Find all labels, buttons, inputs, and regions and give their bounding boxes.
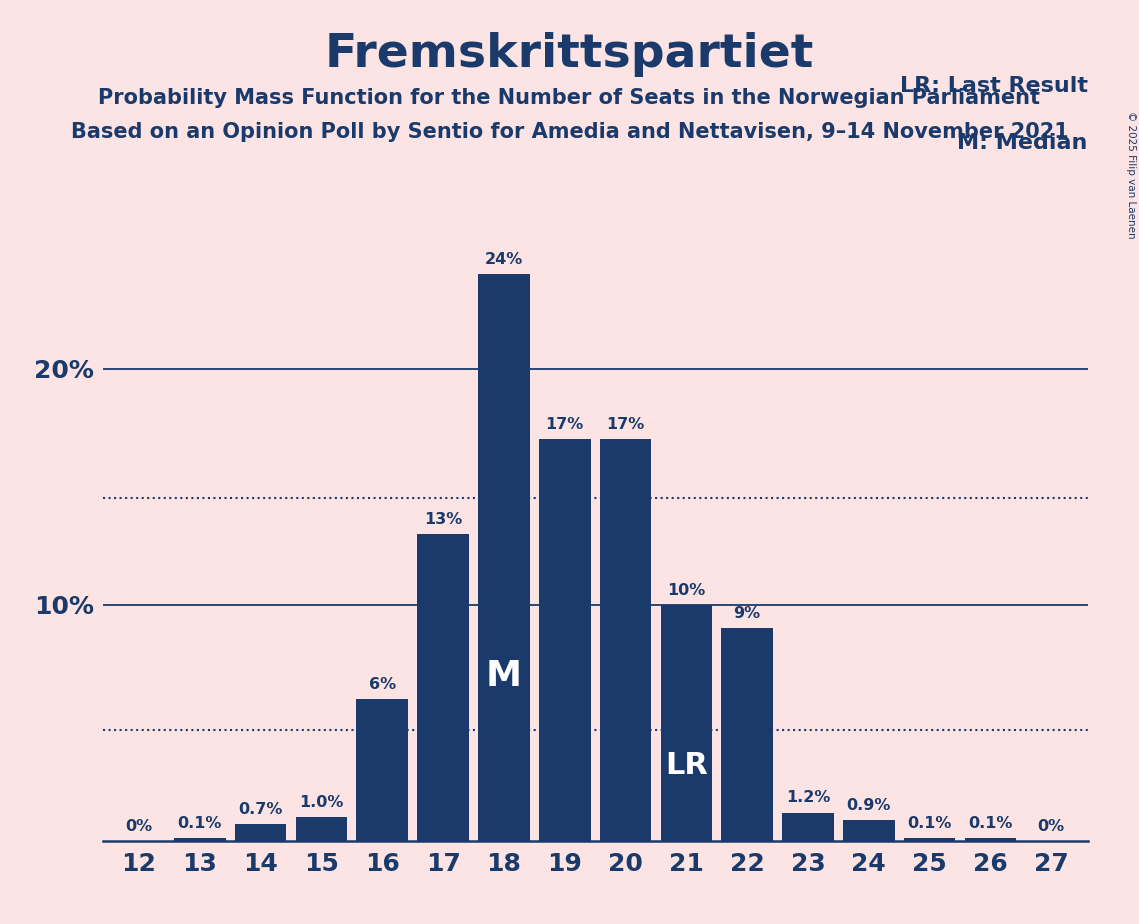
Bar [782, 812, 834, 841]
Text: 13%: 13% [424, 512, 462, 527]
Text: 10%: 10% [667, 583, 705, 598]
Text: Fremskrittspartiet: Fremskrittspartiet [325, 32, 814, 78]
Text: 0%: 0% [125, 819, 153, 833]
Text: 6%: 6% [369, 677, 396, 692]
Text: M: Median: M: Median [958, 133, 1088, 153]
Text: LR: Last Result: LR: Last Result [900, 76, 1088, 96]
Text: 0.9%: 0.9% [846, 797, 891, 812]
Text: 0.1%: 0.1% [178, 817, 222, 832]
Text: LR: LR [665, 751, 707, 780]
Text: Based on an Opinion Poll by Sentio for Amedia and Nettavisen, 9–14 November 2021: Based on an Opinion Poll by Sentio for A… [71, 122, 1068, 142]
Bar [843, 820, 894, 841]
Bar [600, 440, 652, 841]
Text: 1.0%: 1.0% [300, 796, 344, 810]
Text: 24%: 24% [485, 252, 523, 267]
Text: 1.2%: 1.2% [786, 790, 830, 806]
Text: M: M [486, 659, 522, 693]
Bar [417, 534, 469, 841]
Text: © 2025 Filip van Laenen: © 2025 Filip van Laenen [1126, 111, 1136, 238]
Text: 17%: 17% [606, 418, 645, 432]
Bar [478, 274, 530, 841]
Bar [965, 838, 1016, 841]
Text: 9%: 9% [734, 606, 761, 621]
Text: 17%: 17% [546, 418, 584, 432]
Bar [903, 838, 956, 841]
Text: 0.1%: 0.1% [908, 817, 952, 832]
Bar [357, 699, 408, 841]
Bar [296, 817, 347, 841]
Text: Probability Mass Function for the Number of Seats in the Norwegian Parliament: Probability Mass Function for the Number… [98, 88, 1041, 108]
Text: 0%: 0% [1038, 819, 1065, 833]
Bar [539, 440, 590, 841]
Bar [661, 604, 712, 841]
Text: 0.7%: 0.7% [238, 802, 282, 817]
Bar [174, 838, 226, 841]
Bar [235, 824, 287, 841]
Text: 0.1%: 0.1% [968, 817, 1013, 832]
Bar [721, 628, 773, 841]
